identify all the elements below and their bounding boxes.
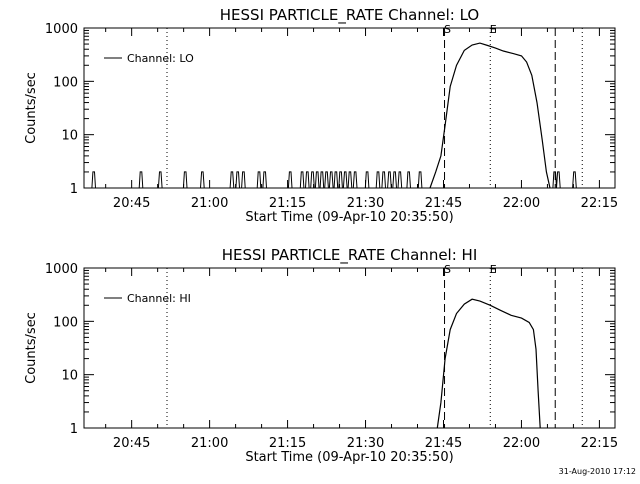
x-tick-label: 22:00 [503, 436, 540, 451]
x-tick-label: 21:45 [425, 196, 462, 211]
marker-label: E [490, 263, 497, 276]
data-spike [305, 171, 310, 189]
data-spike [406, 171, 411, 189]
data-spike [338, 171, 343, 189]
data-spike [552, 171, 557, 189]
x-tick-label: 21:00 [191, 436, 228, 451]
data-series-line [436, 298, 541, 429]
chart-title: HESSI PARTICLE_RATE Channel: LO [220, 6, 479, 25]
data-spike [387, 171, 392, 189]
data-spike [333, 171, 339, 189]
x-tick-label: 20:45 [113, 436, 150, 451]
chart-panel-lo: HESSI PARTICLE_RATE Channel: LO 20:45 21:0… [24, 6, 618, 225]
legend-label: Channel: HI [127, 292, 191, 305]
chart-panel-hi: HESSI PARTICLE_RATE Channel: HI 20:45 21:0… [24, 246, 618, 465]
data-spike [157, 171, 163, 189]
plot-frame [83, 267, 616, 429]
data-spike [241, 171, 246, 189]
footer-timestamp: 31-Aug-2010 17:12 [559, 467, 636, 476]
data-spike [324, 171, 329, 189]
x-axis-label: Start Time (09-Apr-10 20:35:50) [245, 450, 453, 465]
y-tick-label: 10 [61, 369, 78, 384]
y-axis-label: Counts/sec [24, 72, 39, 144]
data-spike [375, 171, 381, 189]
y-tick-label: 100 [53, 75, 78, 90]
x-tick-label: 22:15 [581, 436, 618, 451]
data-spike [392, 171, 397, 189]
data-spike [182, 171, 188, 189]
y-axis-label: Counts/sec [24, 312, 39, 384]
y-tick-label: 1000 [45, 262, 78, 277]
data-spike [417, 171, 423, 189]
data-spike [262, 171, 267, 189]
data-spike [229, 171, 235, 189]
x-tick-label: 21:15 [269, 196, 306, 211]
chart-title: HESSI PARTICLE_RATE Channel: HI [222, 246, 478, 265]
x-tick-label: 22:15 [581, 196, 618, 211]
plot-frame [83, 27, 616, 189]
data-spike [572, 171, 577, 189]
data-spike [91, 171, 96, 189]
marker-label: S [444, 263, 451, 276]
y-tick-label: 1 [70, 182, 78, 197]
data-spike [235, 171, 240, 189]
data-spike [381, 171, 386, 189]
data-spike [397, 171, 403, 189]
x-tick-label: 22:00 [503, 196, 540, 211]
data-spike [314, 171, 320, 189]
data-spike [299, 171, 305, 189]
data-spike [310, 171, 315, 189]
data-spike [347, 171, 353, 189]
y-tick-label: 100 [53, 315, 78, 330]
data-spike [200, 171, 205, 189]
x-tick-label: 21:45 [425, 436, 462, 451]
data-spike [352, 171, 358, 189]
x-tick-label: 21:30 [347, 196, 384, 211]
data-spike [287, 171, 293, 189]
data-series-line [429, 42, 551, 189]
data-spike [328, 171, 334, 189]
marker-label: E [490, 23, 497, 36]
x-tick-label: 21:30 [347, 436, 384, 451]
y-tick-label: 1000 [45, 22, 78, 37]
data-spike [256, 171, 262, 189]
data-spike [319, 171, 325, 189]
x-tick-label: 21:00 [191, 196, 228, 211]
legend-label: Channel: LO [127, 52, 194, 65]
data-spike [342, 171, 348, 189]
data-spike [364, 171, 370, 189]
data-spike [556, 171, 561, 189]
x-axis-label: Start Time (09-Apr-10 20:35:50) [245, 210, 453, 225]
y-tick-label: 1 [70, 422, 78, 437]
marker-label: S [444, 23, 451, 36]
data-spike [138, 171, 144, 189]
y-tick-label: 10 [61, 129, 78, 144]
x-tick-label: 20:45 [113, 196, 150, 211]
x-tick-label: 21:15 [269, 436, 306, 451]
